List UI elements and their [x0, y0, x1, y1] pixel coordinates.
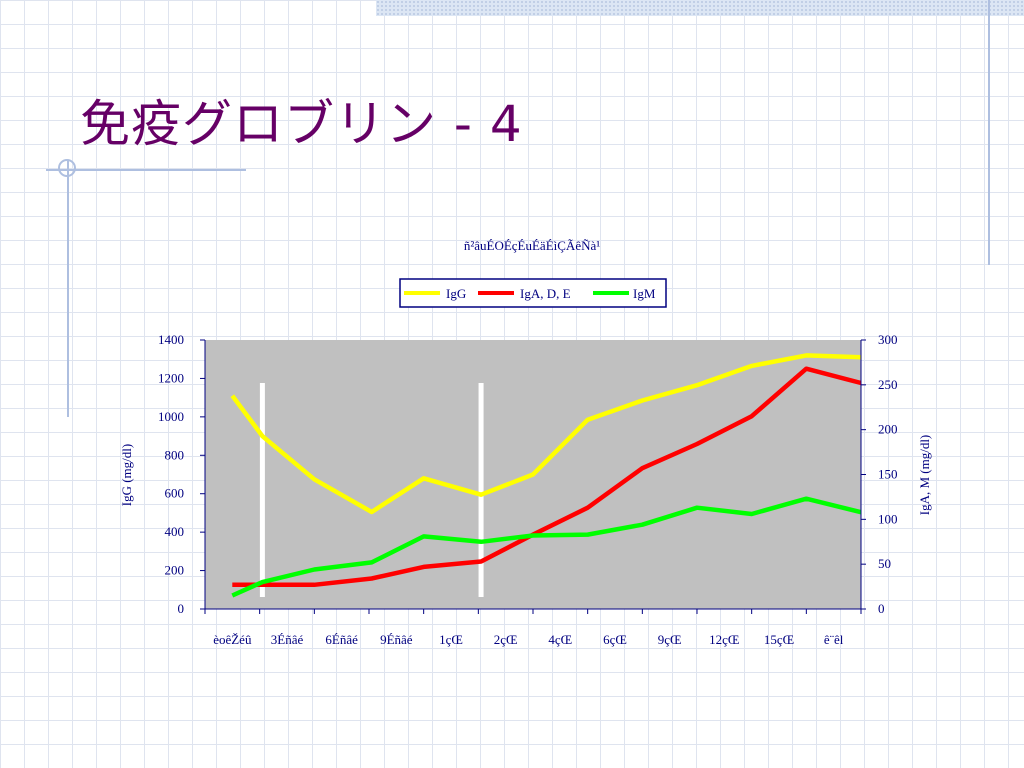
- decorative-horizontal-line: [46, 169, 246, 171]
- series-lines: [230, 353, 862, 598]
- decorative-vertical-line-left: [67, 160, 69, 417]
- y-right-tick-label-4: 200: [878, 422, 898, 437]
- y-left-tick-label-0: 0: [178, 601, 185, 616]
- y-right-tick-label-5: 250: [878, 377, 898, 392]
- slide-title: 免疫グロブリン - 4: [80, 95, 523, 153]
- x-tick-label-10: 15çŒ: [764, 632, 794, 647]
- chart-title: ñ²âuÉOÉçÉuÉäÉìÇÃêÑà¹: [464, 238, 600, 253]
- top-decorative-band: [376, 0, 1024, 16]
- legend-label-igg: IgG: [446, 286, 466, 301]
- y-left-tick-label-5: 1000: [158, 409, 184, 424]
- y-axis-right-label: IgA, M (mg/dl): [917, 435, 932, 516]
- legend-label-iga: IgA, D, E: [520, 286, 571, 301]
- x-tick-label-8: 9çŒ: [658, 632, 682, 647]
- legend: IgG IgA, D, E IgM: [399, 278, 667, 308]
- series-line-0: [230, 353, 862, 515]
- y-right-tick-label-1: 50: [878, 556, 891, 571]
- y-left-tick-label-4: 800: [165, 447, 185, 462]
- y-left-tick-label-1: 200: [165, 563, 185, 578]
- y-right-tick-label-3: 150: [878, 467, 898, 482]
- decorative-circle: [58, 159, 76, 177]
- x-tick-label-11: ê¨êl: [824, 632, 844, 647]
- x-tick-label-2: 6Éñâé: [325, 632, 358, 647]
- y-left-tick-label-7: 1400: [158, 332, 184, 347]
- x-tick-label-4: 1çŒ: [439, 632, 463, 647]
- x-tick-label-7: 6çŒ: [603, 632, 627, 647]
- x-tick-label-3: 9Éñâé: [380, 632, 413, 647]
- y-right-tick-label-0: 0: [878, 601, 885, 616]
- y-right-tick-label-6: 300: [878, 332, 898, 347]
- series-line-2: [231, 496, 862, 598]
- axes: 0 200 400 600 800 1000 1200 1400 0 50 100 150 200 250…: [158, 332, 898, 647]
- y-left-tick-label-2: 400: [165, 524, 185, 539]
- x-tick-label-6: 4çŒ: [548, 632, 572, 647]
- y-axis-left-label: IgG (mg/dl): [119, 444, 134, 506]
- y-left-tick-label-3: 600: [165, 486, 185, 501]
- legend-label-igm: IgM: [633, 286, 656, 301]
- y-left-tick-label-6: 1200: [158, 370, 184, 385]
- x-tick-label-5: 2çŒ: [494, 632, 518, 647]
- x-tick-label-0: èoêŽéû: [213, 632, 252, 647]
- x-tick-label-9: 12çŒ: [709, 632, 739, 647]
- decorative-vertical-line-right: [988, 0, 990, 265]
- x-tick-label-1: 3Éñâé: [271, 632, 304, 647]
- y-right-tick-label-2: 100: [878, 511, 898, 526]
